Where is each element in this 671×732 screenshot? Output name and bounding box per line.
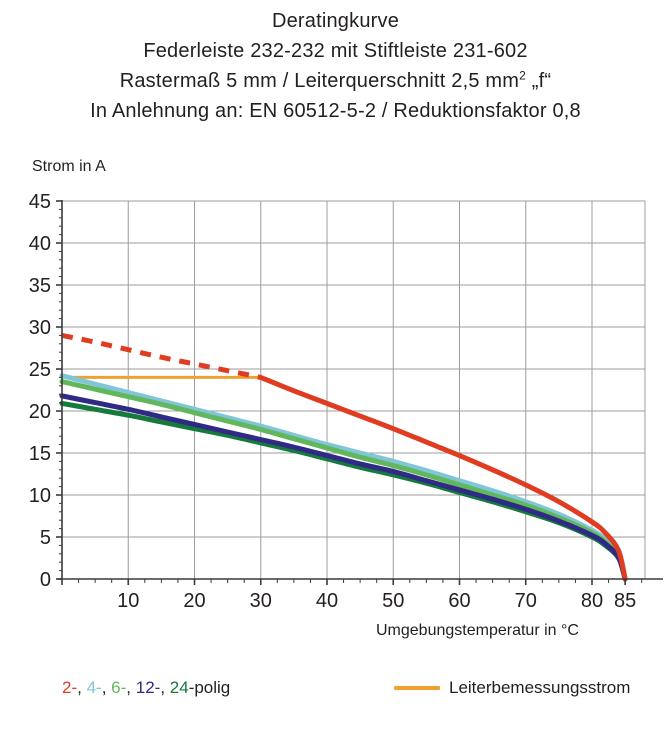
title-line-3-text: Rastermaß 5 mm / Leiterquerschnitt 2,5 m… (119, 70, 520, 92)
legend-pole-part-3: , (101, 678, 112, 697)
x-tick-label-40: 40 (316, 590, 338, 612)
chart-legend: 2-, 4-, 6-, 12-, 24-polig Leiterbemessun… (0, 678, 671, 718)
legend-series-poles: 2-, 4-, 6-, 12-, 24-polig (62, 678, 230, 698)
y-tick-label-45: 45 (29, 191, 51, 213)
legend-rated-line-swatch (394, 686, 440, 690)
y-tick-label-15: 15 (29, 443, 51, 465)
x-tick-label-85: 85 (614, 590, 636, 612)
axis-lines (56, 200, 663, 585)
y-tick-label-20: 20 (29, 401, 51, 423)
series-line-4-polig (59, 373, 628, 582)
x-tick-label-50: 50 (382, 590, 404, 612)
legend-pole-part-1: , (77, 678, 87, 697)
series-line-12-polig (59, 393, 628, 582)
y-axis-title: Strom in A (32, 158, 106, 175)
legend-pole-part-0: 2- (62, 678, 78, 697)
series-line-2-polig-dashed (61, 332, 262, 380)
title-line-4: In Anlehnung an: EN 60512-5-2 / Reduktio… (90, 100, 581, 122)
y-tick-label-35: 35 (29, 275, 51, 297)
data-series (59, 332, 628, 582)
y-tick-label-5: 5 (40, 527, 51, 549)
legend-pole-part-7: , (160, 678, 170, 697)
x-tick-label-30: 30 (250, 590, 272, 612)
title-line-3: Rastermaß 5 mm / Leiterquerschnitt 2,5 m… (0, 66, 671, 96)
legend-pole-part-2: 4- (86, 678, 102, 697)
derating-chart: Strom in A Umgebungstemperatur in °C 0 5 1… (0, 150, 671, 650)
legend-rated-label: Leiterbemessungsstrom (449, 678, 631, 697)
legend-pole-colors: 2-, 4-, 6-, 12-, 24 (62, 678, 189, 697)
legend-pole-part-8: 24 (169, 678, 189, 697)
title-line-2: Federleiste 232-232 mit Stiftleiste 231-… (143, 40, 528, 62)
plot-area: 0 5 10 15 20 25 30 35 40 45 10 20 30 40 50 60 70 80 85 (29, 191, 663, 612)
legend-pole-part-6: 12- (135, 678, 161, 697)
tick-labels: 0 5 10 15 20 25 30 35 40 45 10 20 30 40 50 60 70 80 85 (29, 191, 637, 612)
x-tick-label-70: 70 (515, 590, 537, 612)
legend-pole-part-5: , (126, 678, 136, 697)
legend-pole-suffix: -polig (188, 678, 231, 697)
x-tick-label-20: 20 (183, 590, 205, 612)
y-tick-label-40: 40 (29, 233, 51, 255)
legend-rated-current: Leiterbemessungsstrom (394, 678, 630, 698)
title-line-3-suffix: „f“ (526, 70, 552, 92)
x-tick-label-60: 60 (448, 590, 470, 612)
x-tick-label-10: 10 (117, 590, 139, 612)
y-tick-label-0: 0 (40, 569, 51, 591)
x-axis-title: Umgebungstemperatur in °C (376, 622, 579, 639)
title-line-1: Deratingkurve (271, 10, 400, 32)
title-line-3-superscript: 2 (519, 68, 527, 83)
y-tick-label-10: 10 (29, 485, 51, 507)
y-tick-label-25: 25 (29, 359, 51, 381)
legend-pole-part-4: 6- (111, 678, 127, 697)
x-tick-label-80: 80 (581, 590, 603, 612)
chart-title-block: Deratingkurve Federleiste 232-232 mit St… (0, 0, 671, 126)
y-tick-label-30: 30 (29, 317, 51, 339)
series-line-2-polig (258, 374, 628, 582)
